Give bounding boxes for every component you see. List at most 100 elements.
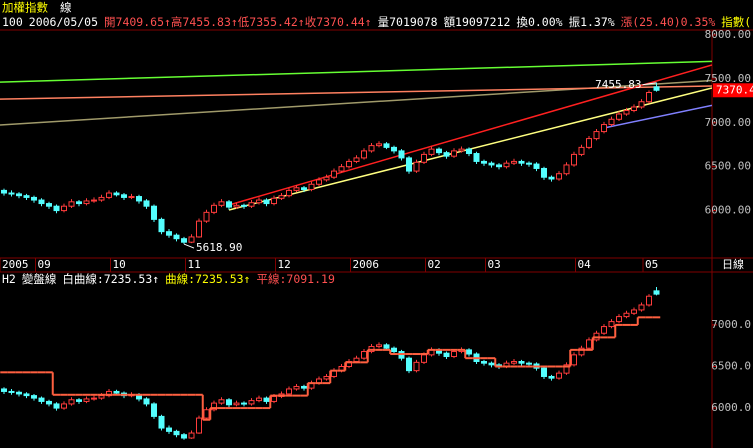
candle-body — [398, 150, 405, 159]
candle-body — [23, 393, 30, 397]
trendline — [228, 64, 712, 206]
header-item: 額19097212 — [444, 15, 511, 29]
candle-body — [203, 409, 210, 419]
date-label: 11 — [188, 258, 201, 271]
candle-body — [83, 200, 90, 205]
candle-body — [113, 390, 120, 394]
candle-body — [301, 187, 307, 191]
candle-body — [346, 160, 352, 168]
candle-body — [406, 357, 412, 372]
candle-body — [428, 148, 435, 155]
candle-body — [571, 153, 577, 166]
candle-body — [241, 402, 247, 405]
candle-body — [601, 124, 607, 133]
date-label: 09 — [38, 258, 51, 271]
candle-body — [128, 196, 135, 199]
candle-body — [38, 199, 45, 205]
header-item: 2006/05/05 — [29, 15, 98, 29]
candle-body — [563, 364, 570, 374]
annotation-label: 7455.83 — [595, 78, 641, 91]
candle-body — [16, 391, 22, 395]
candle-body — [286, 388, 292, 395]
candle-body — [121, 194, 127, 198]
candle-body — [166, 427, 172, 432]
header-item: 量7019078 — [378, 15, 438, 29]
y-tick-label: 7000.0 — [711, 318, 751, 331]
candle-body — [278, 195, 285, 199]
candle-body — [451, 351, 457, 358]
candle-body — [571, 354, 577, 366]
candle-body — [353, 357, 360, 363]
trendline — [0, 85, 712, 100]
header-item: 平線:7091.19 — [256, 272, 334, 286]
candle-body — [623, 110, 630, 115]
candle-body — [181, 434, 187, 439]
top-plot — [0, 60, 712, 245]
trendline — [0, 60, 712, 83]
candle-body — [518, 160, 525, 164]
candle-body — [616, 113, 622, 120]
candle-body — [601, 326, 607, 334]
candle-body — [188, 432, 195, 439]
candle-body — [653, 290, 660, 295]
candle-body — [61, 403, 67, 409]
header-item: 指數( — [721, 15, 751, 29]
candle-body — [443, 352, 450, 358]
candle-body — [181, 238, 187, 243]
candle-body — [68, 201, 75, 207]
date-label: 2006 — [353, 258, 380, 271]
candle-body — [241, 204, 247, 207]
last-price-box — [713, 83, 753, 98]
header-item: 換0.00% — [516, 15, 562, 29]
candle-body — [541, 367, 547, 377]
candle-body — [38, 397, 45, 402]
candle-body — [451, 150, 457, 157]
indicator-header: H2 變盤線 白曲線:7235.53↑ 曲線:7235.53↑ 平線:7091.19 — [2, 272, 335, 286]
candle-body — [368, 145, 375, 152]
header-item: 振1.37% — [569, 15, 615, 29]
candle-body — [421, 153, 427, 163]
candle-body — [541, 167, 547, 178]
candle-body — [481, 361, 487, 364]
date-label: 04 — [578, 258, 592, 271]
candle-body — [136, 196, 142, 202]
candle-body — [511, 361, 517, 364]
date-label: 02 — [428, 258, 441, 271]
candle-body — [166, 231, 172, 236]
candle-body — [31, 196, 37, 201]
header-line: 100 2006/05/05 開7409.65↑高7455.83↑低7355.42↑… — [2, 15, 751, 29]
candle-body — [361, 351, 367, 359]
date-label: 10 — [113, 258, 126, 271]
candle-body — [518, 361, 525, 364]
candle-body — [31, 395, 37, 399]
candle-body — [323, 375, 330, 380]
candle-body — [271, 197, 277, 205]
candle-body — [91, 397, 97, 400]
candle-body — [383, 344, 390, 349]
candle-body — [263, 397, 270, 402]
candle-body — [286, 189, 292, 197]
trendline — [603, 104, 712, 129]
y-tick-label: 6500.0 — [711, 360, 751, 373]
candle-body — [293, 187, 300, 191]
candle-body — [188, 236, 195, 243]
candle-body — [323, 176, 330, 181]
candle-body — [158, 218, 165, 233]
candle-body — [548, 375, 555, 379]
candle-body — [556, 372, 562, 379]
candle-body — [113, 192, 120, 196]
y-tick-label: 6000.0 — [711, 401, 751, 414]
y-tick-label: 7500.00 — [705, 72, 751, 85]
candle-body — [406, 157, 412, 172]
candle-body — [413, 361, 420, 372]
candle-body — [481, 160, 487, 164]
bottom-plot — [0, 287, 661, 440]
candle-body — [218, 399, 225, 404]
candle-body — [443, 152, 450, 157]
candle-body — [578, 146, 585, 155]
candle-body — [248, 400, 255, 405]
candle-body — [563, 164, 570, 175]
candle-body — [173, 430, 180, 436]
candle-body — [316, 179, 322, 185]
